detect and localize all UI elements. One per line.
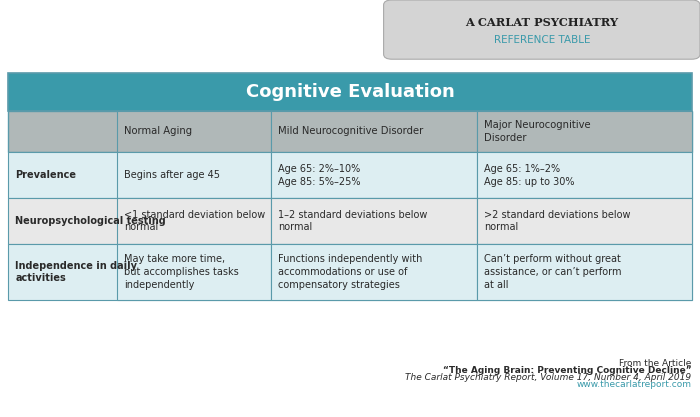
Bar bbox=[8, 111, 692, 152]
Bar bbox=[8, 152, 692, 198]
Bar bbox=[271, 198, 477, 244]
Bar bbox=[117, 244, 271, 300]
Bar bbox=[271, 152, 477, 198]
Bar bbox=[477, 198, 692, 244]
Bar bbox=[271, 244, 477, 300]
Text: The Carlat Psychiatry Report, Volume 17, Number 4, April 2019: The Carlat Psychiatry Report, Volume 17,… bbox=[405, 373, 692, 382]
Bar bbox=[477, 152, 692, 198]
Bar bbox=[117, 198, 271, 244]
Text: Functions independently with
accommodations or use of
compensatory strategies: Functions independently with accommodati… bbox=[278, 254, 422, 290]
Text: Age 65: 1%–2%
Age 85: up to 30%: Age 65: 1%–2% Age 85: up to 30% bbox=[484, 164, 575, 186]
Text: REFERENCE TABLE: REFERENCE TABLE bbox=[494, 35, 590, 45]
Text: Normal Aging: Normal Aging bbox=[124, 126, 192, 136]
Text: 1–2 standard deviations below
normal: 1–2 standard deviations below normal bbox=[278, 210, 427, 232]
Bar bbox=[117, 111, 271, 152]
Text: Cognitive Evaluation: Cognitive Evaluation bbox=[246, 83, 454, 101]
Text: Can’t perform without great
assistance, or can’t perform
at all: Can’t perform without great assistance, … bbox=[484, 254, 622, 290]
Bar bbox=[8, 198, 692, 244]
Text: Prevalence: Prevalence bbox=[15, 170, 76, 180]
Text: May take more time,
but accomplishes tasks
independently: May take more time, but accomplishes tas… bbox=[124, 254, 239, 290]
Text: Major Neurocognitive
Disorder: Major Neurocognitive Disorder bbox=[484, 120, 591, 143]
Text: Neuropsychological testing: Neuropsychological testing bbox=[15, 216, 166, 226]
Bar bbox=[477, 244, 692, 300]
Text: From the Article: From the Article bbox=[620, 359, 692, 368]
Text: Begins after age 45: Begins after age 45 bbox=[124, 170, 220, 180]
Text: <1 standard deviation below
normal: <1 standard deviation below normal bbox=[124, 210, 265, 232]
Bar bbox=[8, 244, 692, 300]
Bar bbox=[8, 73, 692, 111]
Text: Age 65: 2%–10%
Age 85: 5%–25%: Age 65: 2%–10% Age 85: 5%–25% bbox=[278, 164, 360, 186]
Bar bbox=[117, 152, 271, 198]
Text: www.thecarlatreport.com: www.thecarlatreport.com bbox=[577, 379, 692, 389]
Text: >2 standard deviations below
normal: >2 standard deviations below normal bbox=[484, 210, 631, 232]
FancyBboxPatch shape bbox=[384, 0, 700, 59]
Text: “The Aging Brain: Preventing Cognitive Decline”: “The Aging Brain: Preventing Cognitive D… bbox=[443, 366, 692, 375]
Bar bbox=[477, 111, 692, 152]
Text: A CARLAT PSYCHIATRY: A CARLAT PSYCHIATRY bbox=[466, 17, 618, 28]
Text: Mild Neurocognitive Disorder: Mild Neurocognitive Disorder bbox=[278, 126, 423, 136]
Bar bbox=[271, 111, 477, 152]
Text: Independence in daily
activities: Independence in daily activities bbox=[15, 261, 137, 284]
